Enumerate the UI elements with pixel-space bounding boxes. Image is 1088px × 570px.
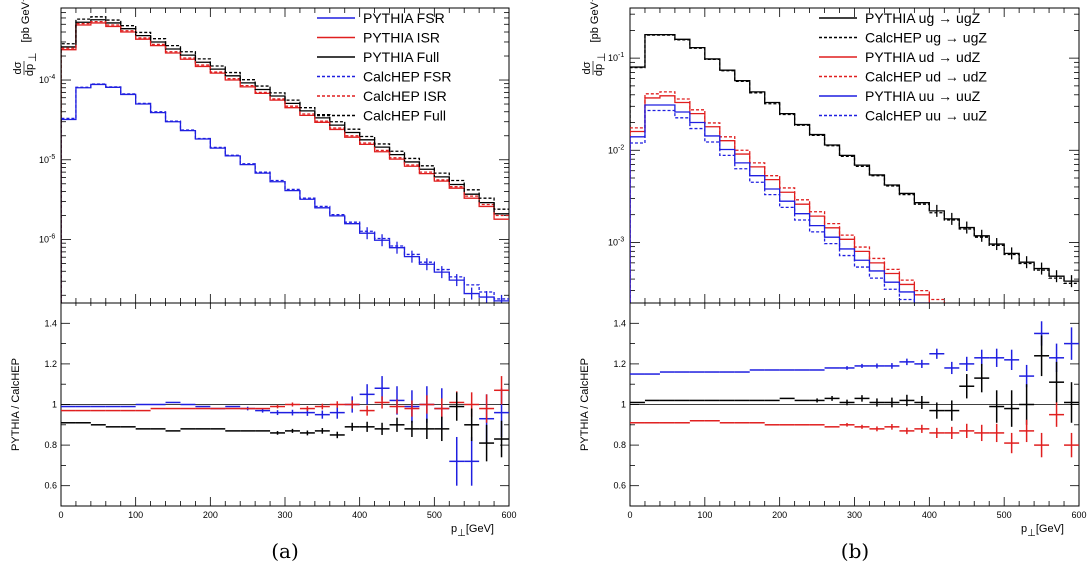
ratio-y-axis-label: PYTHIA / CalcHEP (10, 358, 22, 451)
y-tick-label: 0.6 (613, 481, 626, 491)
legend-entry-4: CalcHEP ISR (363, 88, 447, 104)
legend-entry-0: PYTHIA ug → ugZ (865, 10, 981, 26)
y-tick-label: 0.8 (613, 440, 626, 450)
y-tick-label: 1 (52, 400, 57, 410)
y-tick-label: 10-6 (39, 234, 55, 245)
legend-entry-2: PYTHIA ud → udZ (865, 49, 981, 65)
series-line-3 (630, 91, 945, 303)
series-line-4 (61, 20, 509, 303)
x-tick-label: 200 (203, 510, 218, 520)
y-tick-label: 1.2 (44, 359, 57, 369)
legend-entry-1: CalcHEP ug → ugZ (865, 30, 987, 46)
y-tick-label: 1.2 (613, 359, 626, 369)
ratio-series-group (630, 321, 1079, 458)
x-tick-label: 400 (352, 510, 367, 520)
spectrum-plot-b: 10-3 10-2 10-1 dσ dp ⊥ [pb GeV⁻¹] (581, 0, 1080, 304)
y-axis-label-unit: [pb GeV⁻¹] (589, 0, 601, 42)
caption-a: (a) (271, 539, 299, 563)
x-axis-label: p⊥[GeV] (1021, 523, 1064, 539)
legend-entry-0: PYTHIA FSR (363, 10, 445, 26)
series-line-1 (61, 22, 509, 303)
legend-entry-3: CalcHEP ud → udZ (865, 69, 987, 85)
x-tick-label: 100 (697, 510, 712, 520)
panel-b: 10-3 10-2 10-1 dσ dp ⊥ [pb GeV⁻¹] 0 100 200 300 40… (579, 0, 1087, 539)
legend-entry-4: PYTHIA uu → uuZ (865, 88, 981, 104)
legend-b: PYTHIA ug → ugZ CalcHEP ug → ugZ PYTHIA ud… (819, 10, 987, 124)
series-group (61, 16, 509, 303)
y-tick-label: 10-2 (608, 144, 624, 155)
y-axis-label-denominator: dp (24, 64, 36, 76)
ratio-series-group (61, 376, 509, 486)
y-axis-label-denominator: dp (593, 64, 605, 76)
y-axis-label: dσ dp ⊥ [pb GeV⁻¹] (581, 0, 608, 76)
series-line-5 (61, 16, 509, 303)
x-tick-label: 0 (58, 510, 63, 520)
y-tick-label: 1 (621, 400, 626, 410)
y-axis-label: dσ dp ⊥ [pb GeV⁻¹] (12, 0, 39, 76)
ratio-y-axis-label: PYTHIA / CalcHEP (579, 358, 591, 451)
plot-frame (60, 7, 510, 304)
x-axis-label: p⊥[GeV] (451, 523, 494, 539)
x-tick-label: 300 (847, 510, 862, 520)
caption-b: (b) (841, 539, 869, 563)
legend-a: PYTHIA FSR PYTHIA ISR PYTHIA Full CalcHEP F… (317, 10, 451, 124)
ratio-plot-b: 0 100 200 300 400 500 600 p⊥[GeV] 0.6 0.8 1 1.2 1.4 P… (579, 302, 1087, 539)
y-tick-label: 1.4 (44, 318, 57, 328)
x-tick-label: 600 (1071, 510, 1086, 520)
x-tick-label: 500 (427, 510, 442, 520)
series-group (630, 33, 1079, 303)
y-tick-label: 10-5 (39, 154, 55, 165)
y-axis-label-numerator: dσ (581, 61, 593, 74)
y-tick-label: 10-4 (39, 74, 55, 85)
x-tick-label: 600 (501, 510, 516, 520)
y-tick-label: 10-3 (608, 236, 624, 247)
series-line-1 (630, 34, 1079, 303)
x-tick-label: 500 (997, 510, 1012, 520)
series-line-2 (61, 19, 509, 303)
y-axis-label-unit: [pb GeV⁻¹] (20, 0, 32, 42)
x-tick-label: 200 (772, 510, 787, 520)
y-axis-label-numerator: dσ (12, 61, 24, 74)
y-axis-label-subscript: ⊥ (27, 52, 39, 62)
spectrum-plot-a: 10-6 10-5 10-4 dσ dp ⊥ [pb GeV⁻¹] (12, 0, 510, 304)
y-tick-label: 0.6 (44, 481, 57, 491)
panel-a: 10-6 10-5 10-4 dσ dp ⊥ [pb GeV⁻¹] 0 100 200 300 40… (10, 0, 517, 539)
x-tick-label: 100 (128, 510, 143, 520)
y-axis-label-subscript: ⊥ (596, 52, 608, 62)
legend-entry-5: CalcHEP Full (363, 108, 446, 124)
y-tick-label: 0.8 (44, 440, 57, 450)
ratio-plot-a: 0 100 200 300 400 500 600 p⊥[GeV] 0.6 0.8 1 1.2 1.4 P… (10, 302, 517, 539)
series-line-3 (61, 83, 509, 303)
y-tick-label: 10-1 (608, 52, 624, 63)
legend-entry-1: PYTHIA ISR (363, 30, 440, 46)
x-tick-label: 300 (277, 510, 292, 520)
legend-entry-5: CalcHEP uu → uuZ (865, 108, 987, 124)
series-line-0 (630, 33, 1079, 303)
series-line-4 (630, 104, 930, 303)
x-tick-label: 400 (922, 510, 937, 520)
legend-entry-3: CalcHEP FSR (363, 69, 451, 85)
series-line-5 (630, 109, 916, 303)
legend-entry-2: PYTHIA Full (363, 49, 439, 65)
x-tick-label: 0 (627, 510, 632, 520)
y-tick-label: 1.4 (613, 318, 626, 328)
